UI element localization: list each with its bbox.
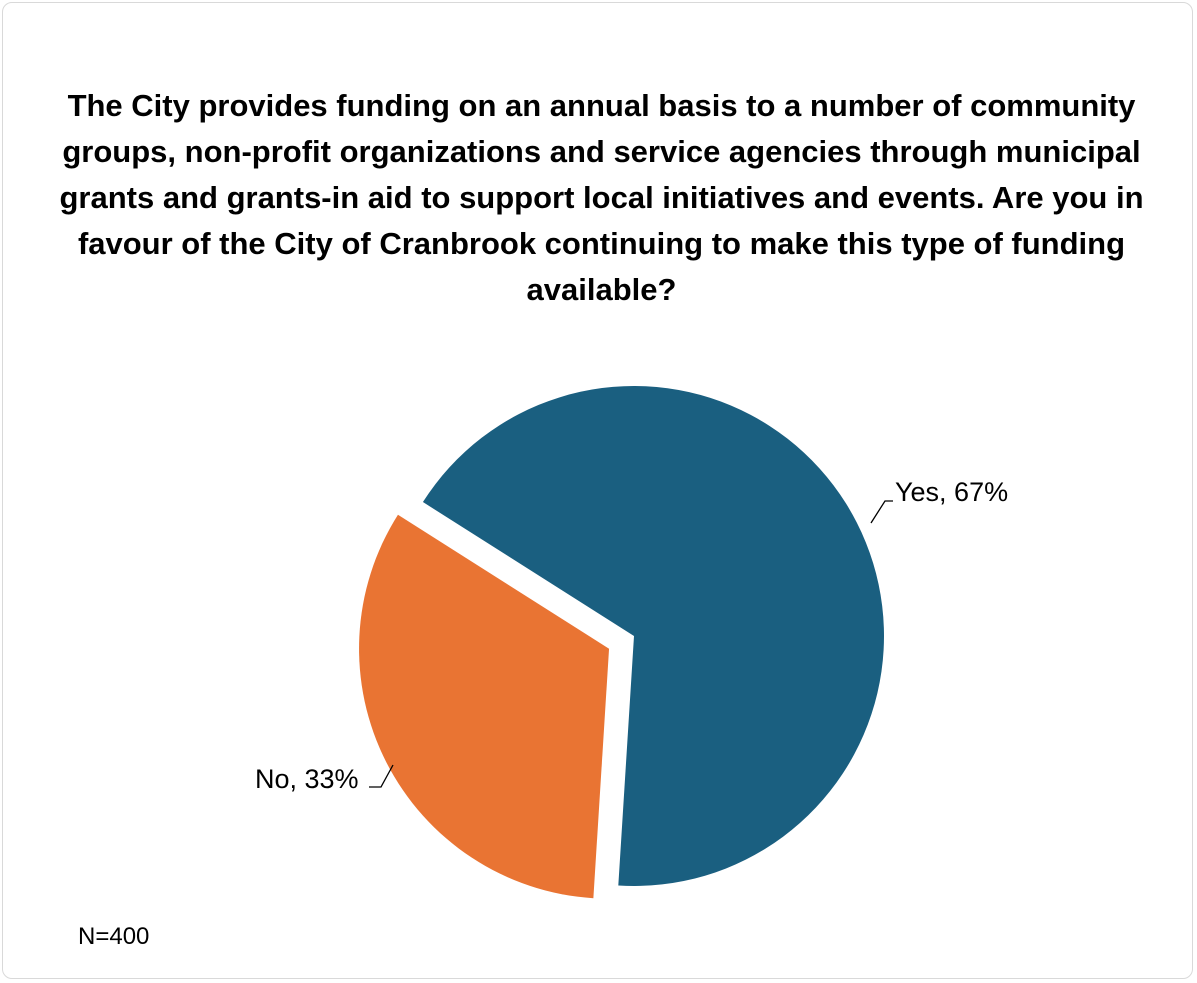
pie-slices: [359, 386, 885, 899]
leader-lines: [369, 500, 893, 788]
pie-slice-yes: [422, 386, 885, 886]
pie-chart: Yes, 67% No, 33%: [255, 386, 1008, 899]
slice-label-yes: Yes, 67%: [895, 477, 1008, 507]
slice-label-no: No, 33%: [255, 764, 359, 794]
pie-slice-no: [359, 514, 610, 899]
chart-title: The City provides funding on an annual b…: [59, 88, 1144, 307]
sample-size-note: N=400: [78, 923, 150, 950]
leader-line-no: [369, 764, 394, 788]
leader-line-yes: [870, 500, 893, 524]
